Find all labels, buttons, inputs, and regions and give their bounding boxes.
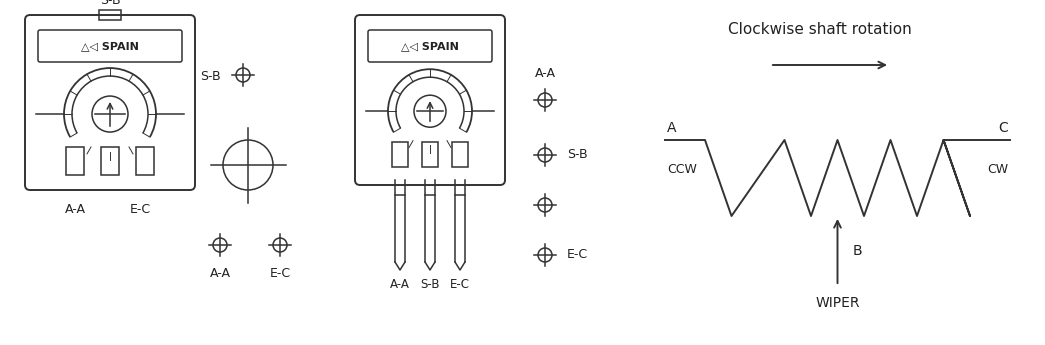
Text: S-B: S-B: [99, 0, 120, 7]
Bar: [101, 147, 119, 175]
Text: E-C: E-C: [270, 267, 291, 280]
Bar: [66, 147, 84, 175]
Text: E-C: E-C: [567, 248, 588, 262]
Text: S-B: S-B: [420, 278, 440, 291]
Bar: [422, 142, 438, 167]
Text: CCW: CCW: [667, 163, 697, 176]
Text: A-A: A-A: [65, 203, 86, 216]
Text: S-B: S-B: [567, 148, 587, 161]
Bar: [99, 10, 121, 20]
Text: A-A: A-A: [534, 67, 556, 80]
Text: B: B: [853, 244, 862, 258]
Text: CW: CW: [986, 163, 1008, 176]
Bar: [136, 147, 154, 175]
Text: WIPER: WIPER: [815, 296, 860, 310]
Text: Clockwise shaft rotation: Clockwise shaft rotation: [728, 22, 912, 37]
Bar: [392, 142, 408, 167]
Bar: [452, 142, 468, 167]
Text: △◁ SPAIN: △◁ SPAIN: [401, 41, 459, 51]
Text: A-A: A-A: [209, 267, 231, 280]
Text: S-B: S-B: [201, 69, 220, 82]
Text: △◁ SPAIN: △◁ SPAIN: [82, 41, 139, 51]
Text: E-C: E-C: [450, 278, 470, 291]
Text: E-C: E-C: [130, 203, 150, 216]
Text: C: C: [998, 121, 1008, 135]
Text: A: A: [667, 121, 676, 135]
Text: A-A: A-A: [390, 278, 410, 291]
